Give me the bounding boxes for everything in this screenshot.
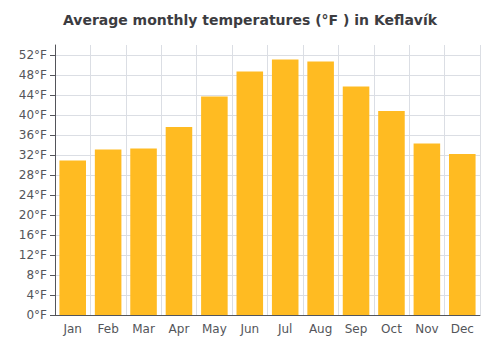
- svg-text:Dec: Dec: [451, 322, 474, 336]
- svg-text:20°F: 20°F: [19, 208, 47, 222]
- svg-text:Mar: Mar: [132, 322, 155, 336]
- svg-text:16°F: 16°F: [19, 228, 47, 242]
- svg-text:12°F: 12°F: [19, 248, 47, 262]
- svg-text:40°F: 40°F: [19, 108, 47, 122]
- svg-text:Aug: Aug: [309, 322, 332, 336]
- svg-text:0°F: 0°F: [26, 308, 47, 322]
- svg-text:4°F: 4°F: [26, 288, 47, 302]
- svg-text:24°F: 24°F: [19, 188, 47, 202]
- svg-text:Nov: Nov: [415, 322, 438, 336]
- svg-text:Feb: Feb: [98, 322, 119, 336]
- svg-text:52°F: 52°F: [19, 48, 47, 62]
- svg-text:May: May: [202, 322, 227, 336]
- svg-text:28°F: 28°F: [19, 168, 47, 182]
- svg-text:Oct: Oct: [381, 322, 402, 336]
- svg-text:32°F: 32°F: [19, 148, 47, 162]
- svg-text:8°F: 8°F: [26, 268, 47, 282]
- svg-text:48°F: 48°F: [19, 68, 47, 82]
- svg-text:Jul: Jul: [277, 322, 292, 336]
- svg-text:Sep: Sep: [345, 322, 368, 336]
- svg-text:Jan: Jan: [62, 322, 82, 336]
- svg-text:Average monthly temperatures (: Average monthly temperatures (°F ) in Ke…: [63, 12, 438, 28]
- svg-text:Jun: Jun: [239, 322, 259, 336]
- svg-text:44°F: 44°F: [19, 88, 47, 102]
- svg-text:36°F: 36°F: [19, 128, 47, 142]
- svg-text:Apr: Apr: [169, 322, 190, 336]
